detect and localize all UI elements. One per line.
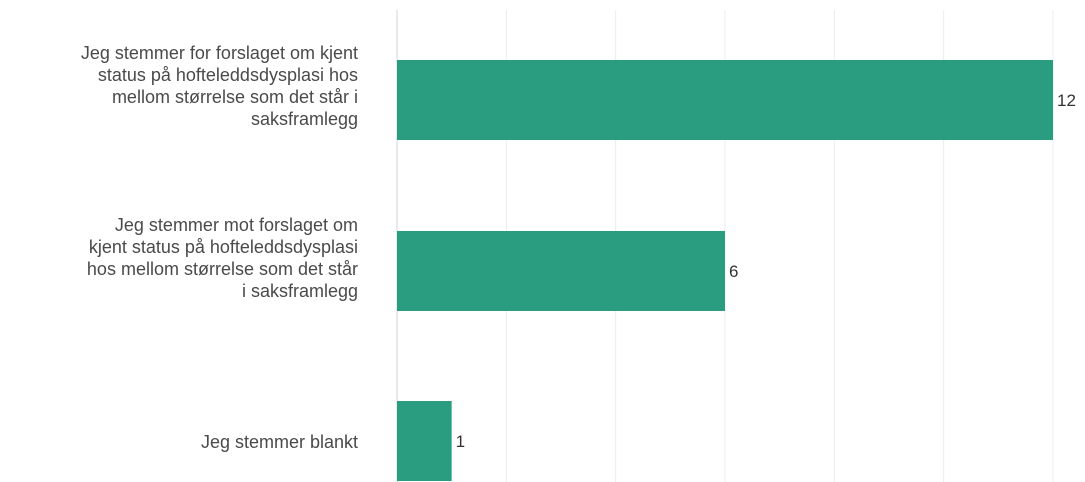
category-label-2: Jeg stemmer blankt — [0, 431, 358, 453]
value-labels: 12 6 1 — [456, 91, 1076, 451]
category-label-1-line-3: i saksframlegg — [241, 281, 358, 301]
category-label-1-line-1: kjent status på hofteleddsdysplasi — [88, 237, 358, 257]
category-label-0-line-3: saksframlegg — [250, 109, 358, 129]
bars — [397, 60, 1053, 481]
category-label-1: Jeg stemmer mot forslaget om kjent statu… — [0, 214, 358, 302]
bar-0 — [397, 60, 1053, 140]
category-label-0: Jeg stemmer for forslaget om kjent statu… — [0, 42, 358, 130]
category-label-2-line-0: Jeg stemmer blankt — [200, 432, 358, 452]
bar-1 — [397, 231, 725, 311]
value-label-1: 6 — [729, 262, 738, 281]
category-label-1-line-0: Jeg stemmer mot forslaget om — [114, 215, 358, 235]
bar-2 — [397, 401, 452, 481]
value-label-2: 1 — [456, 432, 465, 451]
category-label-0-line-1: status på hofteleddsdysplasi hos — [97, 65, 358, 85]
category-label-0-line-2: mellom størrelse som det står i — [111, 87, 358, 107]
category-label-1-line-2: hos mellom størrelse som det står — [86, 259, 358, 279]
value-label-0: 12 — [1057, 91, 1076, 110]
category-label-0-line-0: Jeg stemmer for forslaget om kjent — [80, 43, 358, 63]
